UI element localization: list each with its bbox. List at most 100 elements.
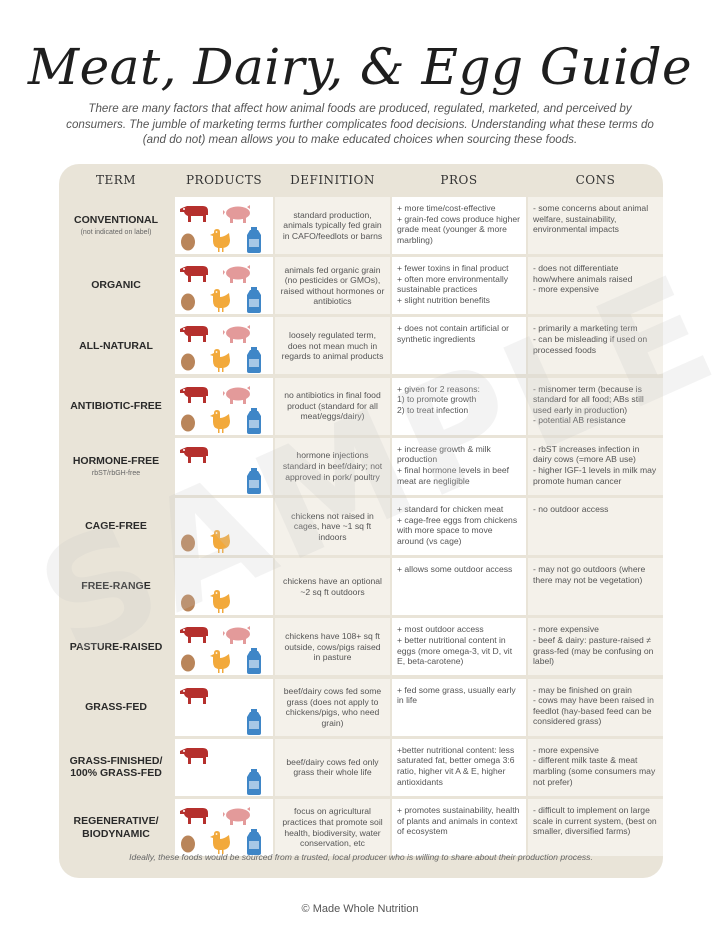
egg-icon	[180, 592, 196, 617]
table-row: HORMONE-FREE rbST/rbGH-free hormone inject…	[59, 437, 663, 496]
header-term: TERM	[95, 173, 137, 187]
egg-icon	[180, 412, 196, 437]
term-name: ALL-NATURAL	[79, 339, 153, 352]
cons-text: - rbST increases infection in dairy cows…	[533, 443, 657, 486]
term-name: ANTIBIOTIC-FREE	[70, 399, 162, 412]
pros-cell: + more time/cost-effective + grain-fed c…	[392, 197, 526, 254]
term-name: GRASS-FED	[85, 700, 147, 713]
pros-cell: + increase growth & milk production + fi…	[392, 437, 526, 495]
milk-jug-icon	[245, 768, 263, 800]
chicken-icon	[208, 589, 234, 620]
pros-cell: + allows some outdoor access	[392, 558, 526, 616]
term-name: FREE-RANGE	[81, 580, 151, 593]
cons-cell: - more expensive - different milk taste …	[528, 738, 663, 796]
products-cell	[175, 257, 273, 316]
table-row: ORGANIC animals fed organic grain (no pes…	[59, 256, 663, 315]
egg-icon	[180, 291, 196, 316]
milk-jug-icon	[245, 347, 263, 378]
term-cell: HORMONE-FREE rbST/rbGH-free	[59, 437, 173, 496]
pros-text: + standard for chicken meat + cage-free …	[397, 504, 518, 546]
pros-cell: + promotes sustainability, health of pla…	[392, 799, 526, 856]
cons-cell: - may be finished on grain - cows may ha…	[528, 678, 663, 736]
cons-text: - primarily a marketing term - can be mi…	[533, 323, 648, 355]
milk-jug-icon	[245, 648, 263, 679]
definition-cell: beef/dairy cows fed some grass (does not…	[275, 678, 390, 736]
chicken-icon	[208, 228, 234, 259]
products-cell	[175, 618, 273, 677]
term-name: ORGANIC	[91, 279, 141, 292]
definition-cell: animals fed organic grain (no pesticides…	[275, 257, 390, 315]
cons-cell: - misnomer term (because is standard for…	[528, 377, 663, 435]
cons-text: - more expensive - different milk taste …	[533, 744, 656, 787]
term-cell: ORGANIC	[59, 256, 173, 315]
cons-cell: - primarily a marketing term - can be mi…	[528, 317, 663, 375]
table-row: CONVENTIONAL (not indicated on label) stan…	[59, 196, 663, 255]
milk-jug-icon	[245, 708, 263, 740]
term-cell: GRASS-FINISHED/ 100% GRASS-FED	[59, 738, 173, 797]
cow-icon	[179, 444, 211, 469]
pros-cell: + given for 2 reasons: 1) to promote gro…	[392, 377, 526, 435]
milk-jug-icon	[245, 287, 263, 318]
pros-text: + most outdoor access + better nutrition…	[397, 624, 513, 667]
definition-text: animals fed organic grain (no pesticides…	[280, 264, 385, 307]
term-name: PASTURE-RAISED	[69, 640, 163, 653]
table-row: ALL-NATURAL loosely regulated term, does …	[59, 316, 663, 375]
header-products: PRODUCTS	[185, 173, 263, 187]
products-cell	[175, 498, 273, 555]
table-row: REGENERATIVE/ BIODYNAMIC focus on agricul…	[59, 798, 663, 857]
products-cell	[175, 799, 273, 856]
chicken-icon	[208, 529, 234, 560]
pros-text: + more time/cost-effective + grain-fed c…	[397, 203, 521, 245]
cow-icon	[179, 745, 211, 770]
cow-icon	[179, 685, 211, 710]
term-name: CAGE-FREE	[85, 520, 147, 533]
definition-cell: loosely regulated term, does not mean mu…	[275, 317, 390, 375]
chicken-icon	[208, 409, 234, 440]
definition-cell: no antibiotics in final food product (st…	[275, 377, 390, 435]
products-cell	[175, 377, 273, 437]
egg-icon	[180, 833, 196, 858]
intro-paragraph: There are many factors that affect how a…	[66, 102, 654, 147]
pros-cell: + standard for chicken meat + cage-free …	[392, 498, 526, 555]
table-row: CAGE-FREE chickens not raised in cages, h…	[59, 497, 663, 556]
definition-text: hormone injections standard in beef/dair…	[282, 450, 383, 482]
egg-icon	[180, 351, 196, 376]
pros-text: + allows some outdoor access	[397, 564, 513, 575]
products-cell	[175, 437, 273, 495]
products-cell	[175, 317, 273, 376]
definition-text: chickens not raised in cages, have ~1 sq…	[291, 510, 374, 542]
cons-text: - does not differentiate how/where anima…	[533, 263, 633, 295]
definition-cell: standard production, animals typically f…	[275, 197, 390, 254]
term-cell: CONVENTIONAL (not indicated on label)	[59, 196, 173, 255]
term-cell: CAGE-FREE	[59, 497, 173, 556]
definition-text: beef/dairy cows fed only grass their who…	[286, 756, 379, 778]
egg-icon	[180, 652, 196, 677]
pros-cell: + fed some grass, usually early in life	[392, 678, 526, 736]
table-row: GRASS-FED beef/dairy cows fed some grass …	[59, 678, 663, 737]
cons-text: - may not go outdoors (where there may n…	[533, 564, 646, 585]
pros-text: + fewer toxins in final product + often …	[397, 263, 509, 305]
term-cell: PASTURE-RAISED	[59, 617, 173, 676]
table-row: ANTIBIOTIC-FREE no antibiotics in final f…	[59, 377, 663, 436]
cons-cell: - may not go outdoors (where there may n…	[528, 558, 663, 616]
term-name: REGENERATIVE/ BIODYNAMIC	[73, 815, 159, 840]
table-header: TERM PRODUCTS DEFINITION PROS CONS	[59, 164, 663, 196]
definition-cell: chickens not raised in cages, have ~1 sq…	[275, 498, 390, 555]
chicken-icon	[208, 348, 234, 379]
cow-icon	[179, 624, 211, 649]
header-pros: PROS	[440, 173, 478, 187]
cons-text: - may be finished on grain - cows may ha…	[533, 684, 654, 727]
cons-text: - no outdoor access	[533, 504, 609, 514]
pig-icon	[223, 807, 253, 830]
milk-jug-icon	[245, 227, 263, 258]
egg-icon	[180, 231, 196, 256]
cons-cell: - some concerns about animal welfare, su…	[528, 197, 663, 254]
definition-text: no antibiotics in final food product (st…	[284, 390, 381, 422]
cons-cell: - difficult to implement on large scale …	[528, 799, 663, 856]
products-cell	[175, 197, 273, 254]
pros-text: + promotes sustainability, health of pla…	[397, 805, 520, 837]
chicken-icon	[208, 288, 234, 319]
cow-icon	[179, 263, 211, 288]
pig-icon	[223, 626, 253, 649]
definition-cell: chickens have 108+ sq ft outside, cows/p…	[275, 618, 390, 676]
